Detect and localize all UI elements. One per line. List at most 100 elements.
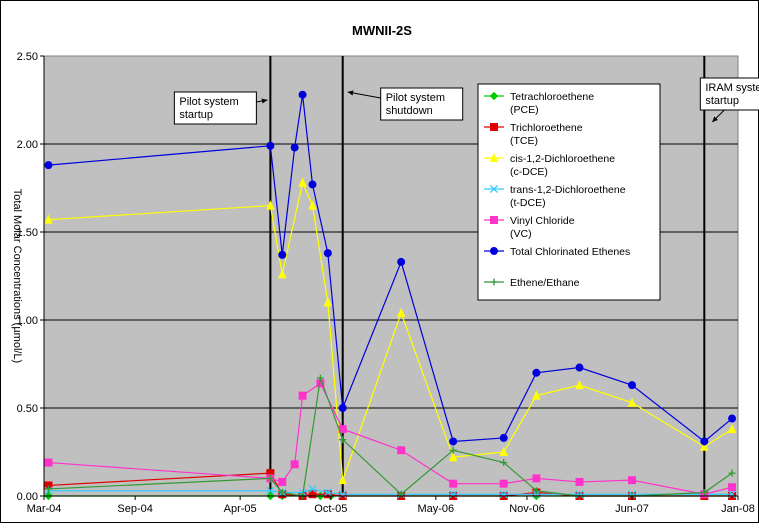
- data-point: [298, 90, 307, 99]
- data-point: [323, 297, 333, 307]
- legend-label: (PCE): [510, 104, 539, 116]
- data-point: [532, 487, 540, 495]
- data-point: [397, 446, 406, 455]
- data-point: [575, 379, 584, 390]
- data-point: [449, 446, 457, 454]
- legend-label: (t-DCE): [510, 197, 546, 209]
- event-label-box: [173, 91, 257, 125]
- legend-label: cis-1,2-Dichloroethene: [510, 153, 615, 165]
- legend-label: Total Chlorinated Ethenes: [510, 246, 630, 258]
- data-point: [490, 247, 498, 255]
- legend-label: (VC): [510, 228, 532, 240]
- event-label-text: startup: [705, 95, 739, 107]
- data-point: [308, 485, 317, 493]
- y-tick-label: 1.00: [17, 315, 38, 327]
- data-point: [499, 433, 508, 442]
- x-tick-label: Jun-07: [615, 503, 649, 515]
- data-point: [397, 257, 406, 266]
- legend-label: (TCE): [510, 135, 538, 147]
- data-point: [316, 374, 324, 382]
- data-point: [396, 307, 406, 317]
- event-label-text: IRAM system: [705, 82, 759, 94]
- legend-label: (c-DCE): [510, 166, 548, 178]
- x-tick-label: Apr-05: [224, 503, 257, 515]
- legend-label: trans-1,2-Dichloroethene: [510, 184, 626, 196]
- x-tick-label: Sep-04: [117, 503, 152, 515]
- data-point: [499, 479, 508, 488]
- event-arrowhead: [712, 116, 718, 122]
- data-point: [448, 452, 458, 462]
- x-tick-label: Jan-08: [721, 503, 755, 515]
- x-tick-label: May-06: [417, 503, 454, 515]
- data-point: [278, 250, 287, 259]
- data-point: [266, 486, 275, 495]
- data-point: [278, 488, 286, 496]
- event-label-box: [699, 77, 759, 111]
- data-point: [323, 488, 332, 497]
- data-point: [338, 474, 347, 485]
- data-point: [323, 490, 332, 499]
- event-label-text: Pilot system: [179, 96, 238, 108]
- data-point: [499, 446, 508, 456]
- data-point: [266, 141, 275, 150]
- data-point: [728, 483, 737, 492]
- data-point: [298, 391, 307, 400]
- legend-label: Trichloroethene: [510, 122, 583, 134]
- data-point: [728, 469, 736, 477]
- event-label-text: shutdown: [386, 105, 433, 117]
- data-point: [532, 390, 541, 400]
- legend-label: Ethene/Ethane: [510, 277, 580, 289]
- y-tick-label: 0.50: [17, 403, 38, 415]
- data-point: [532, 490, 541, 499]
- y-tick-label: 2.00: [17, 139, 38, 151]
- y-tick-label: 2.50: [17, 51, 38, 63]
- axis-layer: 0.00 0.50 1.00 1.50 2.00 2.50 Mar-04 Sep-04 Apr-…: [17, 51, 755, 515]
- data-point: [290, 460, 299, 469]
- data-point: [449, 479, 458, 488]
- data-point: [449, 437, 458, 446]
- data-point: [44, 458, 53, 467]
- data-point: [490, 185, 498, 193]
- legend-label: Vinyl Chloride: [510, 215, 575, 227]
- series: [44, 90, 737, 446]
- x-tick-label: Nov-06: [509, 503, 544, 515]
- data-point: [278, 477, 287, 486]
- data-point: [290, 143, 299, 152]
- data-point: [700, 488, 708, 496]
- data-point: [727, 423, 737, 434]
- data-point: [575, 477, 584, 486]
- data-point: [627, 476, 636, 485]
- data-point: [397, 490, 405, 498]
- data-point: [277, 269, 287, 279]
- data-point: [339, 436, 347, 444]
- data-point: [298, 177, 307, 187]
- data-point: [728, 414, 737, 423]
- data-point: [308, 490, 317, 499]
- data-point: [499, 490, 508, 499]
- data-point: [266, 474, 274, 482]
- data-point: [266, 200, 275, 210]
- legend: Tetrachloroethene(PCE) Trichloroethene(TC…: [477, 83, 661, 301]
- data-point: [308, 180, 317, 189]
- event-arrow: [347, 91, 381, 99]
- y-tick-label: 0.00: [17, 491, 38, 503]
- chart-title: MWNII-2S: [352, 23, 412, 38]
- data-point: [500, 459, 508, 467]
- data-point: [489, 152, 499, 162]
- data-point: [700, 437, 709, 446]
- data-point: [44, 214, 53, 224]
- data-point: [627, 397, 637, 407]
- data-point: [308, 200, 317, 210]
- legend-box: [477, 83, 661, 301]
- data-point: [728, 490, 737, 499]
- x-tick-label: Oct-05: [314, 503, 347, 515]
- data-point: [490, 278, 498, 286]
- data-point: [323, 249, 332, 258]
- data-point: [490, 123, 498, 131]
- series-line: [48, 94, 733, 443]
- data-point: [575, 363, 584, 372]
- data-point: [532, 474, 541, 483]
